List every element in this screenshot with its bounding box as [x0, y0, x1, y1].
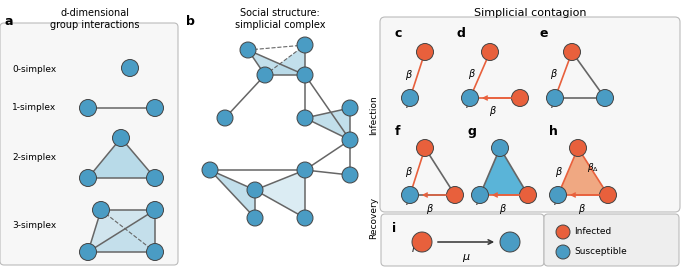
Text: $\beta$: $\beta$: [578, 202, 586, 216]
Text: $\beta$: $\beta$: [405, 68, 413, 82]
Text: 3-simplex: 3-simplex: [12, 221, 56, 230]
Circle shape: [240, 42, 256, 58]
Circle shape: [297, 110, 313, 126]
Circle shape: [519, 187, 536, 203]
Circle shape: [401, 187, 419, 203]
Polygon shape: [255, 170, 305, 218]
Circle shape: [79, 100, 97, 116]
Circle shape: [247, 182, 263, 198]
Circle shape: [556, 225, 570, 239]
Text: i: i: [406, 197, 408, 207]
Polygon shape: [88, 138, 155, 178]
Text: d-dimensional
group interactions: d-dimensional group interactions: [50, 8, 140, 30]
FancyBboxPatch shape: [544, 214, 679, 266]
Circle shape: [147, 244, 164, 261]
Text: Infected: Infected: [574, 227, 611, 237]
Text: f: f: [395, 125, 401, 138]
Circle shape: [297, 37, 313, 53]
Text: $\beta_\Delta$: $\beta_\Delta$: [587, 162, 599, 175]
Polygon shape: [305, 108, 350, 140]
Circle shape: [599, 187, 616, 203]
Text: i: i: [553, 197, 556, 207]
Circle shape: [147, 170, 164, 187]
Circle shape: [547, 89, 564, 107]
Circle shape: [512, 89, 529, 107]
FancyBboxPatch shape: [381, 214, 544, 266]
Circle shape: [482, 44, 499, 61]
Polygon shape: [558, 148, 608, 195]
Text: Susceptible: Susceptible: [574, 248, 627, 257]
Circle shape: [79, 170, 97, 187]
Circle shape: [342, 100, 358, 116]
Text: $\beta$: $\beta$: [405, 165, 413, 179]
Text: $\beta$: $\beta$: [468, 67, 476, 81]
Polygon shape: [480, 148, 528, 195]
Text: d: d: [457, 27, 466, 40]
Text: e: e: [540, 27, 549, 40]
Circle shape: [297, 210, 313, 226]
Circle shape: [257, 67, 273, 83]
Text: Simplicial contagion: Simplicial contagion: [474, 8, 586, 18]
Circle shape: [549, 187, 566, 203]
Text: i: i: [465, 100, 468, 110]
Text: b: b: [186, 15, 195, 28]
Circle shape: [297, 67, 313, 83]
FancyBboxPatch shape: [0, 23, 178, 265]
Text: Recovery: Recovery: [369, 197, 378, 239]
Circle shape: [447, 187, 464, 203]
Text: 0-simplex: 0-simplex: [12, 65, 56, 74]
Circle shape: [342, 132, 358, 148]
Circle shape: [217, 110, 233, 126]
Polygon shape: [88, 210, 155, 252]
Circle shape: [492, 139, 508, 156]
Text: $\beta$: $\beta$: [426, 202, 434, 216]
Circle shape: [147, 100, 164, 116]
Text: i: i: [411, 244, 414, 254]
Circle shape: [471, 187, 488, 203]
Polygon shape: [210, 170, 255, 218]
Text: i: i: [392, 222, 396, 235]
Circle shape: [597, 89, 614, 107]
Circle shape: [416, 44, 434, 61]
Circle shape: [342, 167, 358, 183]
Circle shape: [121, 60, 138, 77]
Circle shape: [247, 210, 263, 226]
Text: $\beta$: $\beta$: [489, 104, 497, 118]
Circle shape: [462, 89, 479, 107]
Text: i: i: [475, 197, 478, 207]
Text: a: a: [5, 15, 14, 28]
Text: i: i: [550, 100, 553, 110]
Circle shape: [147, 202, 164, 218]
Polygon shape: [248, 50, 305, 75]
Text: 1-simplex: 1-simplex: [12, 104, 56, 112]
Circle shape: [79, 244, 97, 261]
Circle shape: [564, 44, 580, 61]
Polygon shape: [265, 45, 305, 75]
Circle shape: [500, 232, 520, 252]
Text: g: g: [468, 125, 477, 138]
Circle shape: [112, 129, 129, 147]
Circle shape: [412, 232, 432, 252]
Text: $\beta$: $\beta$: [499, 202, 507, 216]
Text: Social structure:
simplicial complex: Social structure: simplicial complex: [235, 8, 325, 30]
Text: $\beta$: $\beta$: [555, 165, 563, 179]
FancyBboxPatch shape: [380, 17, 680, 212]
Circle shape: [401, 89, 419, 107]
Polygon shape: [88, 210, 155, 252]
Text: 2-simplex: 2-simplex: [12, 154, 56, 163]
Circle shape: [297, 162, 313, 178]
Circle shape: [416, 139, 434, 156]
Text: h: h: [549, 125, 558, 138]
Circle shape: [556, 245, 570, 259]
Circle shape: [92, 202, 110, 218]
Text: Infection: Infection: [369, 95, 378, 135]
Text: i: i: [406, 100, 408, 110]
Text: $\mu$: $\mu$: [462, 252, 471, 264]
Text: c: c: [395, 27, 402, 40]
Circle shape: [569, 139, 586, 156]
Text: $\beta$: $\beta$: [550, 67, 558, 81]
Circle shape: [202, 162, 218, 178]
